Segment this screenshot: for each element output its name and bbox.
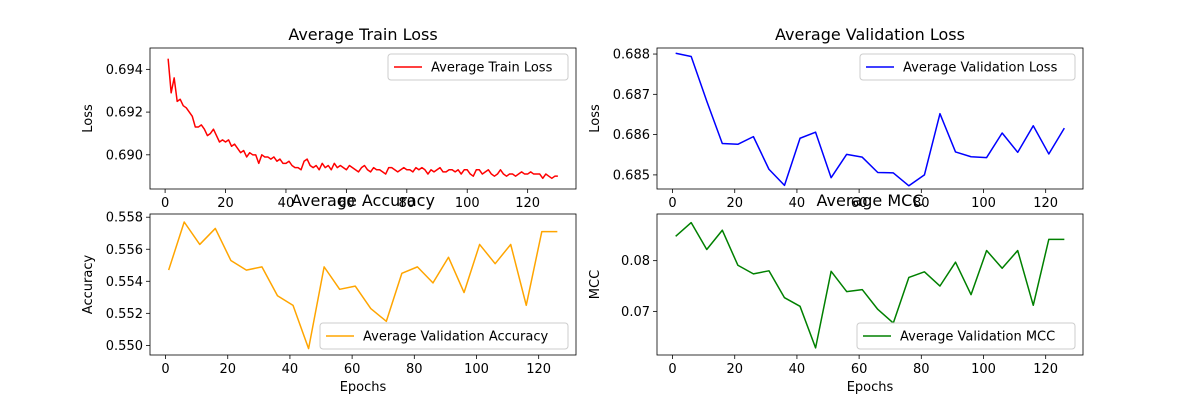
accuracy-y-tick-label: 0.556 — [106, 243, 143, 258]
mcc-y-tick-label: 0.08 — [621, 254, 650, 269]
val-loss-x-tick-label: 120 — [1033, 196, 1058, 211]
mcc-legend-label: Average Validation MCC — [900, 330, 1055, 345]
val-loss-legend: Average Validation Loss — [859, 53, 1076, 81]
val-loss-x-tick-label: 100 — [971, 196, 996, 211]
val-loss-x-tick-label: 20 — [726, 196, 743, 211]
train-loss-y-axis-label: Loss — [81, 104, 96, 133]
train-loss-y-tick-label: 0.694 — [106, 63, 143, 78]
mcc-series-line — [675, 221, 1065, 349]
train-loss-legend: Average Train Loss — [387, 53, 569, 81]
accuracy-x-tick-label: 20 — [219, 362, 236, 377]
val-loss-x-tick-label: 40 — [789, 196, 806, 211]
accuracy-y-tick-label: 0.550 — [106, 339, 143, 354]
accuracy-x-axis-label: Epochs — [340, 380, 387, 395]
accuracy-x-tick-label: 100 — [464, 362, 489, 377]
val-loss-x-tick-label: 60 — [851, 196, 868, 211]
mcc-x-tick-label: 100 — [971, 362, 996, 377]
val-loss-y-axis-label: Loss — [588, 104, 603, 133]
mcc-panel: 0 20 40 60 80 100 120 0.07 0.08 MCC Epochs Average … — [588, 191, 1084, 395]
mcc-x-tick-label: 0 — [668, 362, 676, 377]
accuracy-legend-label: Average Validation Accuracy — [363, 330, 548, 345]
mcc-x-tick-label: 80 — [913, 362, 930, 377]
accuracy-y-axis-label: Accuracy — [81, 255, 96, 315]
val-loss-x-tick-label: 80 — [913, 196, 930, 211]
mcc-x-axis-label: Epochs — [847, 380, 894, 395]
train-loss-chart-title: Average Train Loss — [288, 25, 437, 44]
accuracy-x-tick-label: 120 — [526, 362, 551, 377]
train-loss-x-tick-label: 80 — [399, 196, 416, 211]
accuracy-y-tick-label: 0.554 — [106, 275, 143, 290]
val-loss-x-tick-label: 0 — [668, 196, 676, 211]
val-loss-legend-label: Average Validation Loss — [903, 61, 1058, 76]
train-loss-x-tick-label: 100 — [455, 196, 480, 211]
val-loss-y-tick-label: 0.687 — [613, 88, 650, 103]
val-loss-chart-title: Average Validation Loss — [775, 25, 965, 44]
val-loss-legend-box — [859, 53, 1076, 81]
mcc-x-tick-label: 40 — [789, 362, 806, 377]
train-loss-x-tick-label: 40 — [278, 196, 295, 211]
val-loss-y-tick-label: 0.688 — [613, 48, 650, 63]
accuracy-legend: Average Validation Accuracy — [319, 322, 569, 350]
train-loss-x-tick-label: 60 — [338, 196, 355, 211]
accuracy-axes-frame — [149, 213, 577, 356]
val-loss-y-tick-label: 0.685 — [613, 168, 650, 183]
mcc-x-tick-label: 20 — [726, 362, 743, 377]
accuracy-x-tick-label: 80 — [406, 362, 423, 377]
val-loss-panel: 0 20 40 60 80 100 120 0.685 0.686 0.687 0.688 Loss A… — [588, 25, 1084, 211]
accuracy-series-line — [167, 221, 558, 350]
val-loss-series-line — [675, 52, 1065, 187]
train-loss-axes-frame — [149, 47, 577, 190]
train-loss-y-tick-label: 0.690 — [106, 148, 143, 163]
accuracy-panel: 0 20 40 60 80 100 120 0.550 0.552 0.554 0.556 0.558… — [81, 191, 577, 395]
train-loss-x-tick-label: 120 — [515, 196, 540, 211]
train-loss-legend-box — [387, 53, 569, 81]
accuracy-x-tick-label: 0 — [161, 362, 169, 377]
train-loss-series-line — [167, 58, 558, 180]
train-loss-y-tick-label: 0.692 — [106, 106, 143, 121]
val-loss-y-tick-label: 0.686 — [613, 128, 650, 143]
mcc-legend-box — [856, 322, 1076, 350]
mcc-y-tick-label: 0.07 — [621, 305, 650, 320]
mcc-legend: Average Validation MCC — [856, 322, 1076, 350]
val-loss-axes-frame — [656, 47, 1084, 190]
accuracy-y-tick-label: 0.558 — [106, 211, 143, 226]
accuracy-x-tick-label: 40 — [282, 362, 299, 377]
train-loss-panel: 0 20 40 60 80 100 120 0.690 0.692 0.694 Loss Averag… — [81, 25, 577, 211]
mcc-x-tick-label: 60 — [851, 362, 868, 377]
mcc-axes-frame — [656, 213, 1084, 356]
mcc-y-axis-label: MCC — [588, 270, 603, 299]
accuracy-legend-box — [319, 322, 569, 350]
mcc-x-tick-label: 120 — [1033, 362, 1058, 377]
train-loss-legend-label: Average Train Loss — [431, 61, 553, 76]
accuracy-chart-title: Average Accuracy — [291, 191, 435, 210]
accuracy-x-tick-label: 60 — [344, 362, 361, 377]
train-loss-x-tick-label: 20 — [217, 196, 234, 211]
train-loss-x-tick-label: 0 — [161, 196, 169, 211]
mcc-chart-title: Average MCC — [817, 191, 924, 210]
accuracy-y-tick-label: 0.552 — [106, 307, 143, 322]
